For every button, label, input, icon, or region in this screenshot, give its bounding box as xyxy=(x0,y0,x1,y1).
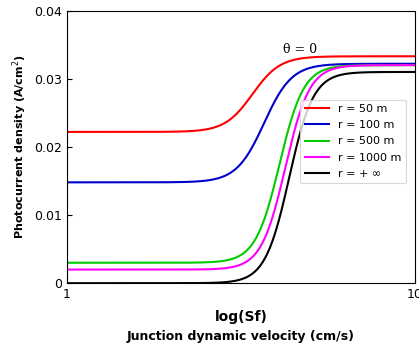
r = 50 m xyxy=(65,130,70,134)
r = 50 m xyxy=(412,54,417,58)
Line: r = 100 m: r = 100 m xyxy=(67,64,415,182)
Line: r = 50 m: r = 50 m xyxy=(67,56,415,132)
Y-axis label: Photocurrent density (A/cm$^2$): Photocurrent density (A/cm$^2$) xyxy=(10,55,29,239)
Text: Junction dynamic velocity (cm/s): Junction dynamic velocity (cm/s) xyxy=(127,330,355,343)
r = 500 m xyxy=(412,63,417,67)
r = 500 m xyxy=(364,63,369,67)
r = 100 m xyxy=(412,62,417,66)
r = 1000 m xyxy=(286,152,291,156)
r = + ∞ xyxy=(266,248,272,252)
r = + ∞ xyxy=(276,221,281,225)
r = + ∞ xyxy=(86,281,91,285)
r = 50 m xyxy=(276,64,281,69)
r = + ∞ xyxy=(286,178,291,183)
Text: log(Sf): log(Sf) xyxy=(215,310,267,325)
r = 500 m xyxy=(266,202,272,207)
r = 1000 m xyxy=(276,195,281,199)
r = 50 m xyxy=(266,72,272,76)
r = + ∞ xyxy=(412,70,417,74)
r = 500 m xyxy=(276,168,281,172)
r = 100 m xyxy=(328,63,334,67)
r = + ∞ xyxy=(328,76,334,81)
r = 100 m xyxy=(266,110,272,115)
r = 50 m xyxy=(286,59,291,64)
Text: θ = 0: θ = 0 xyxy=(283,43,317,56)
r = 1000 m xyxy=(412,63,417,67)
r = 100 m xyxy=(86,180,91,184)
r = 100 m xyxy=(286,79,291,83)
Line: r = + ∞: r = + ∞ xyxy=(67,72,415,283)
Line: r = 500 m: r = 500 m xyxy=(67,65,415,263)
r = 1000 m xyxy=(86,267,91,272)
r = 500 m xyxy=(286,126,291,131)
r = 100 m xyxy=(364,62,369,66)
r = 500 m xyxy=(65,261,70,265)
r = 100 m xyxy=(65,180,70,184)
r = 50 m xyxy=(364,54,369,58)
r = 1000 m xyxy=(328,68,334,72)
r = 500 m xyxy=(86,261,91,265)
r = + ∞ xyxy=(364,70,369,74)
r = 100 m xyxy=(276,93,281,97)
r = + ∞ xyxy=(65,281,70,285)
r = 1000 m xyxy=(65,267,70,272)
r = 500 m xyxy=(328,66,334,70)
Legend: r = 50 m, r = 100 m, r = 500 m, r = 1000 m, r = + ∞: r = 50 m, r = 100 m, r = 500 m, r = 1000… xyxy=(300,100,406,183)
r = 1000 m xyxy=(364,63,369,68)
r = 1000 m xyxy=(266,225,272,230)
r = 50 m xyxy=(328,55,334,59)
Line: r = 1000 m: r = 1000 m xyxy=(67,65,415,269)
r = 50 m xyxy=(86,130,91,134)
